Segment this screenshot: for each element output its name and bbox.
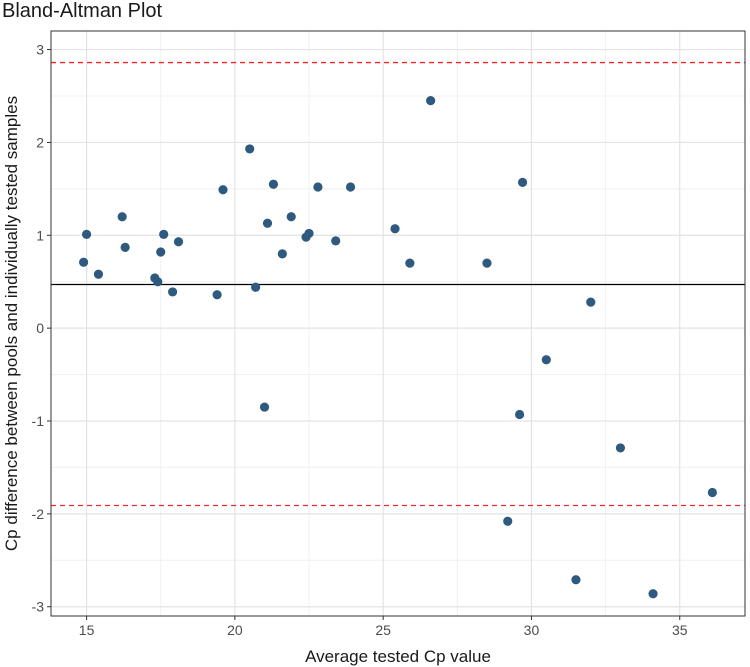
y-tick-label: 1 <box>36 227 44 243</box>
plot-panel <box>50 30 746 617</box>
y-axis-title: Cp difference between pools and individu… <box>2 96 21 551</box>
data-point <box>304 228 314 239</box>
data-point <box>120 242 130 252</box>
data-point <box>262 218 273 228</box>
data-point <box>277 249 287 259</box>
reference-lines <box>51 61 745 507</box>
data-point <box>218 185 228 195</box>
data-point <box>286 212 296 222</box>
data-point <box>707 487 717 498</box>
data-point <box>259 402 270 412</box>
x-tick-label: 30 <box>524 622 540 638</box>
y-axis-ticks: -3 -2 -1 0 1 2 3 <box>32 42 51 615</box>
data-point <box>313 182 323 192</box>
data-points <box>79 96 717 599</box>
data-point <box>153 277 163 287</box>
data-point <box>648 589 658 599</box>
data-point <box>79 257 89 267</box>
x-axis-title: Average tested Cp value <box>305 647 491 666</box>
data-point <box>517 177 528 187</box>
x-tick-label: 35 <box>672 622 688 638</box>
y-tick-label: 3 <box>36 42 44 58</box>
data-point <box>156 247 166 257</box>
x-tick-label: 25 <box>375 622 391 638</box>
y-tick-label: 2 <box>36 134 44 150</box>
data-point <box>212 290 222 300</box>
data-point <box>331 236 341 246</box>
data-point <box>167 287 178 297</box>
data-point <box>571 575 581 585</box>
data-point <box>345 182 356 192</box>
data-point <box>81 229 92 239</box>
data-point <box>268 179 279 189</box>
data-point <box>541 355 551 365</box>
y-tick-label: 0 <box>36 320 44 336</box>
data-point <box>503 516 513 526</box>
data-point <box>615 443 626 453</box>
y-tick-label: -2 <box>32 506 45 522</box>
data-point <box>426 96 436 106</box>
y-tick-label: -3 <box>32 599 45 615</box>
x-tick-label: 20 <box>227 622 243 638</box>
data-point <box>514 409 525 420</box>
data-point <box>117 212 127 222</box>
data-point <box>245 144 255 154</box>
data-point <box>390 224 400 234</box>
y-tick-label: -1 <box>32 413 45 429</box>
data-point <box>586 297 596 307</box>
data-point <box>159 229 169 239</box>
data-point <box>405 258 415 268</box>
minor-gridlines <box>51 31 745 616</box>
data-point <box>173 237 184 247</box>
data-point <box>93 269 104 279</box>
x-axis-ticks: 15 20 25 30 35 <box>79 616 688 638</box>
data-point <box>251 282 261 292</box>
x-tick-label: 15 <box>79 622 95 638</box>
major-gridlines <box>51 31 745 616</box>
plot-panel-border <box>50 30 746 617</box>
data-point <box>482 258 492 268</box>
chart-title: Bland-Altman Plot <box>2 0 163 22</box>
